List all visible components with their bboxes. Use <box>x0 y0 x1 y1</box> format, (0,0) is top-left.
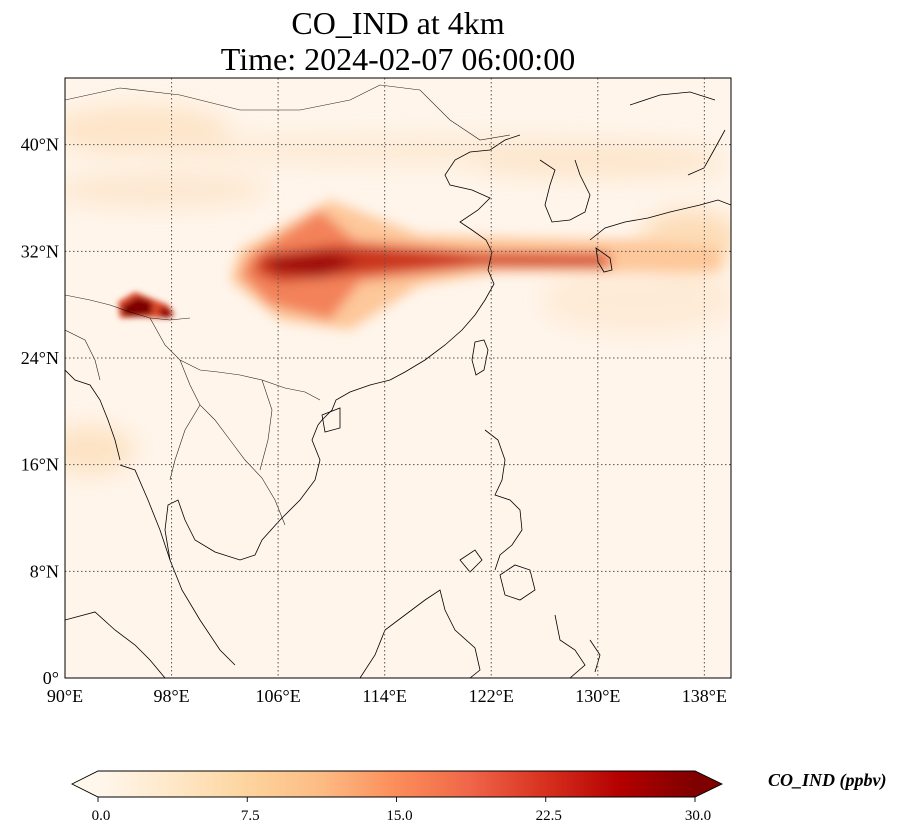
map-title: CO_IND at 4km <box>291 5 505 41</box>
gridlines <box>65 78 731 678</box>
lat-tick-label: 32°N <box>21 241 59 261</box>
concentration-field <box>65 78 731 678</box>
colorbar: 0.0 7.5 15.0 22.5 30.0 <box>70 770 724 824</box>
lat-tick-label: 24°N <box>21 348 59 368</box>
colorbar-tick-label: 30.0 <box>685 808 711 824</box>
coastlines <box>65 91 731 678</box>
country-borders <box>65 84 511 526</box>
map-subtitle-time: Time: 2024-02-07 06:00:00 <box>220 41 576 77</box>
lon-tick-label: 122°E <box>469 686 514 706</box>
longitude-tick-labels: 90°E 98°E 106°E 114°E 122°E 130°E 138°E <box>47 686 727 706</box>
lon-tick-label: 114°E <box>362 686 407 706</box>
lon-tick-label: 90°E <box>47 686 83 706</box>
lat-tick-label: 0° <box>43 668 59 688</box>
colorbar-tick-label: 7.5 <box>241 808 260 824</box>
colorbar-tick-label: 0.0 <box>92 808 111 824</box>
map-frame <box>64 77 732 679</box>
lon-tick-label: 130°E <box>575 686 620 706</box>
lat-tick-label: 8°N <box>30 561 59 581</box>
latitude-tick-labels: 0° 8°N 16°N 24°N 32°N 40°N <box>21 135 59 688</box>
colorbar-extend-min <box>72 771 98 797</box>
lon-tick-label: 106°E <box>256 686 301 706</box>
colorbar-tick-label: 22.5 <box>536 808 562 824</box>
lon-tick-label: 138°E <box>682 686 727 706</box>
lon-tick-label: 98°E <box>153 686 189 706</box>
colorbar-gradient <box>98 771 695 797</box>
colorbar-ticks: 0.0 7.5 15.0 22.5 30.0 <box>92 797 711 824</box>
lat-tick-label: 40°N <box>21 135 59 155</box>
lat-tick-label: 16°N <box>21 455 59 475</box>
colorbar-tick-label: 15.0 <box>386 808 412 824</box>
colorbar-extend-max <box>695 771 722 797</box>
colorbar-label: CO_IND (ppbv) <box>768 770 887 790</box>
